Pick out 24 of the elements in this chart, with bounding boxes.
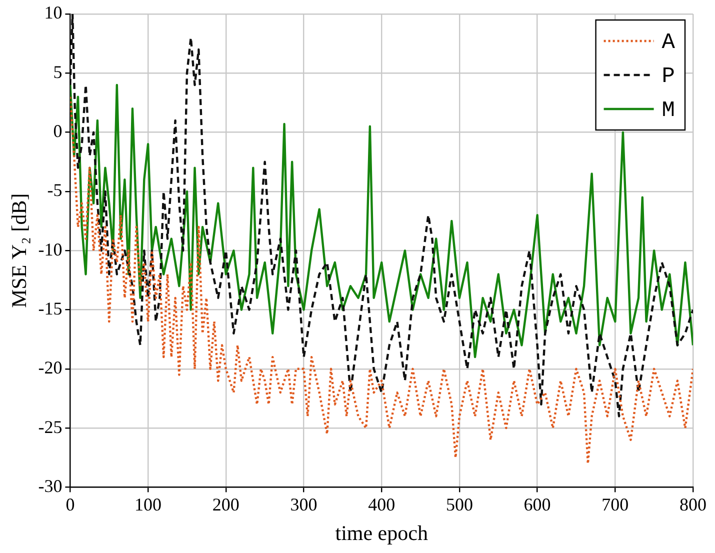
line-series (70, 96, 693, 465)
y-tick-label: -25 (38, 416, 62, 437)
x-tick-label: 300 (290, 494, 318, 515)
y-tick-label: -30 (38, 476, 62, 496)
legend-label: A (662, 30, 676, 55)
x-tick-label: 0 (66, 494, 75, 515)
legend-label: P (662, 64, 675, 89)
y-tick-label: -20 (38, 358, 62, 378)
legend-label: M (662, 98, 675, 123)
y-tick-label: -5 (47, 180, 62, 200)
y-axis-title: MSE Υ₂ [dB] (7, 193, 32, 308)
y-tick-label: 10 (44, 2, 62, 23)
x-tick-label: 800 (680, 494, 706, 515)
x-axis-title: time epoch (335, 520, 428, 545)
y-tick-label: -15 (38, 298, 62, 318)
y-tick-label: 0 (53, 121, 62, 142)
x-tick-label: 500 (446, 494, 473, 515)
y-tick-label: 5 (53, 62, 62, 82)
x-tick-label: 200 (212, 494, 240, 515)
x-tick-label: 600 (524, 494, 551, 515)
x-tick-label: 700 (602, 494, 629, 515)
x-tick-label: 100 (134, 494, 162, 515)
y-tick-label: -10 (38, 239, 62, 260)
x-tick-label: 400 (368, 494, 396, 515)
